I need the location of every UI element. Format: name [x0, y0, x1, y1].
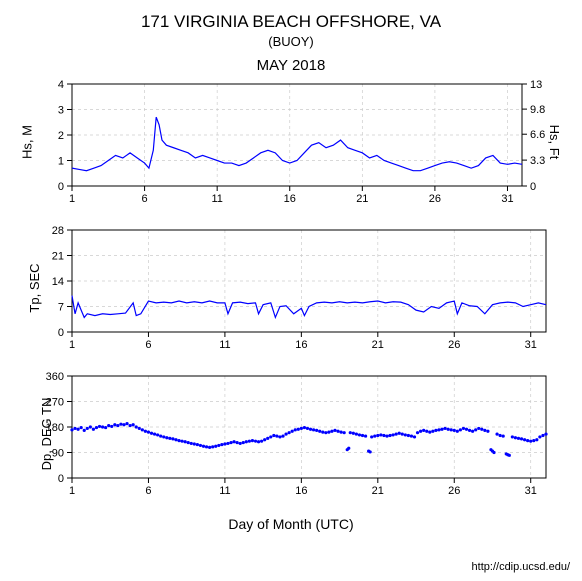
svg-text:0: 0	[58, 327, 64, 339]
svg-text:16: 16	[284, 193, 296, 205]
svg-text:6: 6	[142, 193, 148, 205]
svg-text:26: 26	[448, 485, 460, 497]
svg-text:1: 1	[69, 339, 75, 351]
svg-text:11: 11	[211, 193, 222, 205]
svg-text:28: 28	[52, 225, 64, 237]
chart-title: 171 VIRGINIA BEACH OFFSHORE, VA	[0, 0, 582, 32]
svg-text:21: 21	[372, 339, 384, 351]
svg-text:31: 31	[525, 339, 537, 351]
svg-text:11: 11	[219, 339, 230, 351]
svg-text:3: 3	[58, 105, 64, 117]
ylabel-tp: Tp, SEC	[27, 263, 42, 312]
svg-text:360: 360	[46, 371, 64, 383]
charts-stack: Hs, M Hs, Ft 1611162126310123403.36.69.8…	[0, 74, 582, 532]
svg-text:31: 31	[501, 193, 513, 205]
svg-text:14: 14	[52, 276, 64, 288]
credit-link: http://cdip.ucsd.edu/	[472, 561, 570, 573]
chart-tp-svg: 16111621263107142128	[12, 224, 570, 352]
x-axis-label: Day of Month (UTC)	[12, 516, 570, 532]
svg-text:3.3: 3.3	[530, 155, 545, 167]
chart-period: MAY 2018	[0, 57, 582, 74]
svg-text:11: 11	[219, 485, 230, 497]
svg-text:31: 31	[525, 485, 537, 497]
svg-text:21: 21	[372, 485, 384, 497]
ylabel-dp: Dp, DEG TN	[39, 398, 54, 471]
panel-tp: Tp, SEC 16111621263107142128	[12, 224, 570, 352]
svg-text:16: 16	[295, 339, 307, 351]
svg-text:0: 0	[58, 473, 64, 485]
svg-text:2: 2	[58, 130, 64, 142]
svg-text:7: 7	[58, 302, 64, 314]
svg-text:21: 21	[52, 251, 64, 263]
panel-dp: Dp, DEG TN 161116212631090180270360	[12, 370, 570, 498]
svg-text:16: 16	[295, 485, 307, 497]
chart-subtitle: (BUOY)	[0, 34, 582, 49]
svg-text:26: 26	[448, 339, 460, 351]
svg-text:0: 0	[530, 181, 536, 193]
ylabel-hs-left: Hs, M	[19, 125, 34, 159]
svg-text:13: 13	[530, 79, 542, 91]
svg-text:1: 1	[69, 485, 75, 497]
svg-text:9.8: 9.8	[530, 104, 545, 116]
svg-text:6.6: 6.6	[530, 129, 545, 141]
svg-text:6: 6	[145, 485, 151, 497]
svg-text:1: 1	[58, 156, 64, 168]
ylabel-hs-right: Hs, Ft	[547, 125, 562, 160]
svg-text:1: 1	[69, 193, 75, 205]
svg-text:4: 4	[58, 79, 64, 91]
svg-text:21: 21	[356, 193, 368, 205]
svg-text:6: 6	[145, 339, 151, 351]
panel-hs: Hs, M Hs, Ft 1611162126310123403.36.69.8…	[12, 78, 570, 206]
chart-dp-svg: 161116212631090180270360	[12, 370, 570, 498]
svg-text:0: 0	[58, 181, 64, 193]
svg-text:26: 26	[429, 193, 441, 205]
chart-hs-svg: 1611162126310123403.36.69.813	[12, 78, 570, 206]
